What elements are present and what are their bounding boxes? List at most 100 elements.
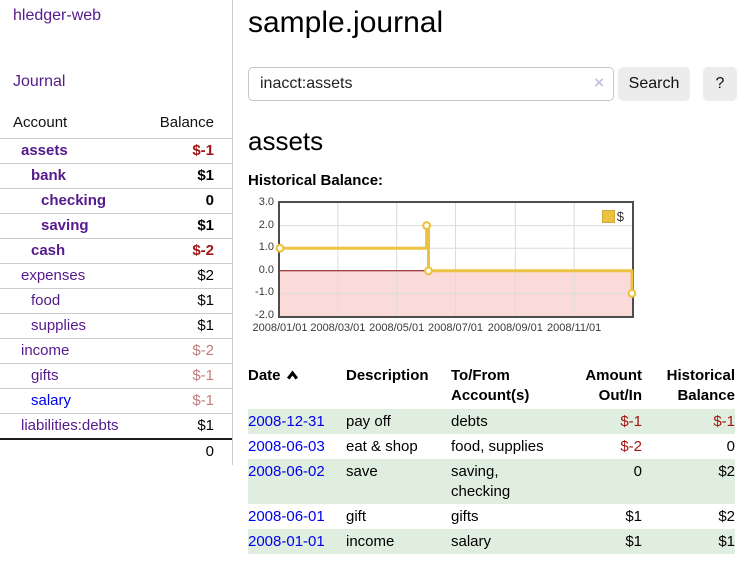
y-axis-tick-label: -2.0 [255, 309, 274, 321]
transaction-description-cell: eat & shop [346, 438, 418, 455]
transaction-amount-cell: $-1 [620, 413, 642, 430]
transaction-accounts-cell: saving, checking [451, 459, 576, 504]
account-link-liabilities-debts[interactable]: liabilities:debts [21, 417, 119, 434]
accounts-table-header: Account Balance [0, 110, 232, 139]
account-link-assets[interactable]: assets [21, 142, 68, 159]
account-link-bank[interactable]: bank [31, 167, 67, 184]
chart-series [275, 203, 637, 316]
register-row: 2008-12-31 pay off debts $-1 $-1 [248, 409, 735, 434]
transaction-date-link[interactable]: 2008-06-02 [248, 463, 325, 480]
x-axis-tick-label: 2008/01/01 [252, 322, 308, 334]
x-axis-tick-label: 2008/09/01 [487, 322, 543, 334]
account-row: supplies $1 [0, 313, 232, 339]
transaction-date-link[interactable]: 2008-01-01 [248, 533, 325, 550]
transaction-date-link[interactable]: 2008-12-31 [248, 413, 325, 430]
sort-ascending-icon [286, 370, 298, 380]
legend-swatch-icon [601, 210, 615, 223]
account-row: checking 0 [0, 188, 232, 214]
transaction-balance-cell: 0 [726, 438, 735, 455]
main-content: sample.journal × Search ? assets Histori… [233, 0, 742, 554]
account-link-food[interactable]: food [31, 292, 61, 309]
transaction-description-cell: pay off [346, 413, 391, 430]
transaction-accounts: saving, checking [451, 463, 511, 500]
transaction-amount-cell: $-2 [620, 438, 642, 455]
y-axis-tick-label: 2.0 [258, 218, 274, 231]
transaction-date-link[interactable]: 2008-06-01 [248, 508, 325, 525]
balance-column-header: Balance [159, 114, 214, 131]
account-row: income $-2 [0, 338, 232, 364]
legend-label: $ [616, 209, 624, 224]
transaction-accounts: salary [451, 533, 492, 550]
transaction-description-cell: income [346, 533, 395, 550]
x-axis-tick-label: 2008/03/01 [310, 322, 366, 334]
chart-title: Historical Balance: [248, 172, 384, 189]
account-row: saving $1 [0, 213, 232, 239]
chart-plot-area: $ [275, 201, 637, 318]
accounts-total-row: 0 [0, 439, 232, 465]
account-balance: $-2 [192, 242, 214, 259]
account-row: salary $-1 [0, 388, 232, 414]
search-input[interactable] [248, 67, 614, 101]
transaction-amount-cell: $1 [625, 508, 642, 525]
page-title: sample.journal [248, 6, 444, 39]
amount-column-header: Amount Out/In [585, 367, 642, 404]
clear-search-icon[interactable]: × [594, 73, 604, 92]
accounts-total-value: 0 [205, 443, 214, 460]
account-row: food $1 [0, 288, 232, 314]
transaction-description-cell: gift [346, 508, 367, 525]
account-column-header: Account [13, 114, 68, 131]
account-balance: 0 [205, 192, 214, 209]
transaction-amount-cell: $1 [625, 533, 642, 550]
sidebar-item-journal[interactable]: Journal [13, 73, 66, 90]
transaction-date-cell: 2008-12-31 [248, 409, 346, 434]
account-link-gifts[interactable]: gifts [31, 367, 59, 384]
transaction-description-cell: save [346, 463, 378, 480]
transaction-date-link[interactable]: 2008-06-03 [248, 438, 325, 455]
help-button[interactable]: ? [703, 67, 737, 101]
transaction-date-cell: 2008-06-02 [248, 459, 346, 504]
account-link-saving[interactable]: saving [41, 217, 89, 234]
search-form: × Search ? [248, 67, 742, 101]
register-table: Date Description To/From Account(s) Amou… [248, 366, 735, 554]
transaction-accounts-cell: food, supplies [451, 434, 576, 459]
transaction-balance-cell: $1 [718, 533, 735, 550]
account-balance: $-1 [192, 392, 214, 409]
register-row: 2008-06-03 eat & shop food, supplies $-2 0 [248, 434, 735, 459]
register-row: 2008-06-01 gift gifts $1 $2 [248, 504, 735, 529]
account-balance: $1 [197, 167, 214, 184]
transaction-accounts-cell: debts [451, 409, 576, 434]
account-row: assets $-1 [0, 138, 232, 164]
account-link-checking[interactable]: checking [41, 192, 107, 209]
y-axis-tick-label: 1.0 [258, 241, 274, 254]
transaction-balance-cell: $2 [718, 463, 735, 480]
x-axis-tick-label: 2008/05/01 [369, 322, 425, 334]
x-axis-tick-label: 2008/07/01 [427, 322, 484, 334]
account-row: expenses $2 [0, 263, 232, 289]
x-axis-tick-label: 2008/11/01 [547, 322, 602, 334]
app-title[interactable]: hledger-web [13, 7, 102, 24]
account-link-cash[interactable]: cash [31, 242, 66, 259]
account-balance: $1 [197, 292, 214, 309]
transaction-accounts: debts [451, 413, 488, 430]
description-column-header: Description [346, 367, 429, 384]
account-link-salary[interactable]: salary [31, 392, 72, 409]
transaction-balance-cell: $2 [718, 508, 735, 525]
accounts-column-header: To/From Account(s) [451, 367, 530, 404]
date-column-header[interactable]: Date [248, 366, 346, 409]
register-header-row: Date Description To/From Account(s) Amou… [248, 366, 735, 409]
search-button[interactable]: Search [618, 67, 690, 101]
y-axis-tick-label: 0.0 [258, 263, 274, 276]
register-row: 2008-06-02 save saving, checking 0 $2 [248, 459, 735, 504]
account-link-expenses[interactable]: expenses [21, 267, 86, 284]
account-link-income[interactable]: income [21, 342, 70, 359]
account-heading: assets [248, 126, 324, 156]
account-balance: $1 [197, 317, 214, 334]
transaction-date-cell: 2008-01-01 [248, 529, 346, 554]
y-axis-tick-label: -1.0 [255, 286, 274, 299]
chart-legend: $ [601, 209, 624, 224]
balance-column-header: Historical Balance [666, 367, 735, 404]
y-axis-tick-label: 3.0 [258, 196, 274, 208]
account-balance: $2 [197, 267, 214, 284]
account-balance: $-1 [192, 367, 214, 384]
account-link-supplies[interactable]: supplies [31, 317, 87, 334]
